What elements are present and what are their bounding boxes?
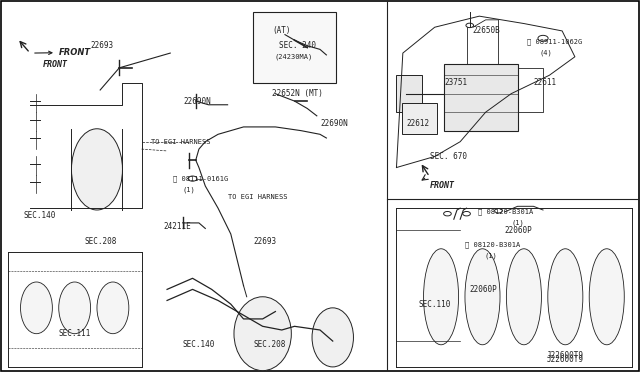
Text: SEC.110: SEC.110 <box>419 300 451 309</box>
Text: SEC.208: SEC.208 <box>84 237 116 246</box>
Text: SEC.111: SEC.111 <box>59 329 91 338</box>
Text: 22652N (MT): 22652N (MT) <box>272 89 323 98</box>
Text: 23751: 23751 <box>444 78 467 87</box>
Text: SEC.140: SEC.140 <box>183 340 216 349</box>
Text: SEC.140: SEC.140 <box>24 211 56 220</box>
Ellipse shape <box>506 249 541 345</box>
Text: 22690N: 22690N <box>183 97 211 106</box>
Text: 22693: 22693 <box>253 237 276 246</box>
Text: ⒱ 08111-0161G: ⒱ 08111-0161G <box>173 175 228 182</box>
Text: FRONT: FRONT <box>43 60 68 69</box>
Ellipse shape <box>20 282 52 334</box>
Text: 22650B: 22650B <box>473 26 500 35</box>
Text: FRONT: FRONT <box>429 182 454 190</box>
Text: SEC. 670: SEC. 670 <box>429 152 467 161</box>
Text: ⒱ 08120-B301A: ⒱ 08120-B301A <box>478 209 533 215</box>
Ellipse shape <box>234 297 291 371</box>
Ellipse shape <box>97 282 129 334</box>
Ellipse shape <box>72 129 122 210</box>
Bar <box>396 75 422 112</box>
Text: (AT): (AT) <box>272 26 291 35</box>
Text: 22611: 22611 <box>534 78 557 87</box>
Ellipse shape <box>312 308 353 367</box>
Ellipse shape <box>59 282 91 334</box>
Text: 22690N: 22690N <box>320 119 348 128</box>
Text: J22600T9: J22600T9 <box>546 351 583 360</box>
Text: FRONT: FRONT <box>35 48 91 57</box>
Bar <box>401 103 436 134</box>
Text: 24211E: 24211E <box>164 222 191 231</box>
Text: SEC. 240: SEC. 240 <box>278 41 316 50</box>
Bar <box>444 64 518 131</box>
Text: (24230MA): (24230MA) <box>274 54 312 60</box>
Text: (4): (4) <box>540 50 552 56</box>
Text: TO EGI HARNESS: TO EGI HARNESS <box>228 194 287 200</box>
Ellipse shape <box>465 249 500 345</box>
Text: 22612: 22612 <box>406 119 429 128</box>
Text: 22060P: 22060P <box>505 226 532 235</box>
Text: ⒱ 08120-B301A: ⒱ 08120-B301A <box>465 242 520 248</box>
Text: (1): (1) <box>484 253 497 259</box>
Text: TO EGI HARNESS: TO EGI HARNESS <box>151 139 211 145</box>
Ellipse shape <box>589 249 624 345</box>
Text: J22600T9: J22600T9 <box>546 355 583 364</box>
Text: Ⓝ 08911-1062G: Ⓝ 08911-1062G <box>527 39 582 45</box>
Text: 22060P: 22060P <box>470 285 497 294</box>
Ellipse shape <box>424 249 459 345</box>
Text: (1): (1) <box>511 220 524 226</box>
Text: 22693: 22693 <box>91 41 114 50</box>
Ellipse shape <box>548 249 583 345</box>
Text: (1): (1) <box>183 186 196 193</box>
Text: SEC.208: SEC.208 <box>253 340 285 349</box>
Bar <box>253 13 336 83</box>
